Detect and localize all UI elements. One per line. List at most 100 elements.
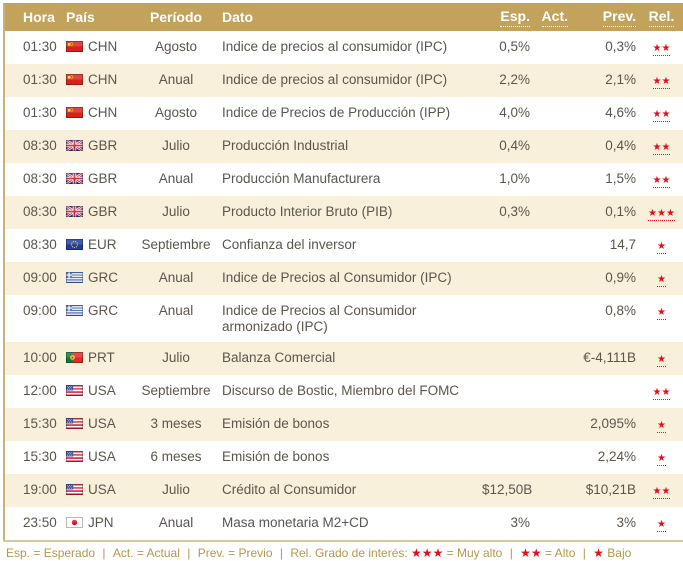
cell-event: Indice de Precios al Consumidor (IPC)	[218, 262, 478, 295]
importance-stars[interactable]: ★	[657, 354, 666, 367]
table-row: 08:30 EUR Septiembre Confianza del inversor…	[4, 229, 683, 262]
usa-flag	[66, 451, 83, 462]
cell-previous: 1,5%	[605, 171, 636, 186]
cell-time: 19:00	[4, 474, 62, 507]
cell-importance[interactable]: ★	[640, 262, 683, 295]
cell-expected	[478, 441, 534, 474]
cell-event: Emisión de bonos	[222, 449, 330, 464]
cell-importance[interactable]: ★	[640, 229, 683, 262]
cell-expected	[478, 408, 534, 441]
cell-event: Indice de Precios al Consumidor armoniza…	[222, 303, 417, 334]
importance-stars[interactable]: ★	[657, 420, 666, 433]
cell-importance[interactable]: ★	[640, 295, 683, 342]
cell-period: Julio	[134, 196, 218, 229]
importance-stars[interactable]: ★★	[652, 486, 671, 499]
cell-previous: 0,1%	[572, 196, 640, 229]
cell-period: Septiembre	[141, 237, 211, 252]
legend-separator: |	[506, 546, 517, 560]
cell-period: Anual	[158, 303, 194, 318]
cell-importance[interactable]: ★	[640, 342, 683, 375]
cell-period: Agosto	[154, 39, 198, 54]
cell-actual	[534, 375, 572, 408]
cell-actual	[534, 295, 572, 342]
cell-time: 01:30	[23, 39, 57, 54]
cell-country: GBR	[62, 130, 134, 163]
cell-importance[interactable]: ★★	[640, 64, 683, 97]
importance-stars[interactable]: ★	[657, 453, 666, 466]
col-header-rel[interactable]: Rel.	[640, 3, 683, 31]
cell-importance[interactable]: ★	[640, 507, 683, 541]
importance-stars[interactable]: ★★	[652, 109, 671, 122]
cell-period: Septiembre	[141, 383, 211, 398]
cell-period: 3 meses	[134, 408, 218, 441]
cell-country: GRC	[62, 295, 134, 342]
importance-stars[interactable]: ★	[657, 274, 666, 287]
cell-expected: 3%	[510, 515, 530, 530]
cell-previous: €-4,111B	[572, 342, 640, 375]
cell-time: 09:00	[4, 262, 62, 295]
importance-stars[interactable]: ★★	[652, 142, 671, 155]
cell-importance[interactable]: ★	[640, 441, 683, 474]
cell-importance[interactable]: ★★	[640, 130, 683, 163]
cell-previous: 2,24%	[597, 449, 636, 464]
cell-time: 08:30	[4, 196, 62, 229]
cell-importance[interactable]: ★★	[640, 97, 683, 130]
uk-flag	[65, 171, 84, 186]
cell-event: Crédito al Consumidor	[218, 474, 478, 507]
importance-stars[interactable]: ★★	[652, 43, 671, 56]
cell-previous	[572, 375, 640, 408]
col-header-dato: Dato	[218, 3, 478, 31]
cell-period: Julio	[134, 342, 218, 375]
importance-stars[interactable]: ★	[657, 519, 666, 532]
usa-flag	[66, 385, 83, 396]
cell-importance[interactable]: ★★	[640, 163, 683, 196]
cell-importance[interactable]: ★★	[640, 474, 683, 507]
cell-actual	[534, 474, 572, 507]
table-row: 19:00 USA Julio Crédito al Consumidor $12,50…	[4, 474, 683, 507]
legend-item: Act. = Actual	[112, 546, 180, 560]
cell-previous: 4,6%	[605, 105, 636, 120]
uk-flag	[65, 204, 84, 219]
cell-expected: $12,50B	[478, 474, 534, 507]
importance-stars[interactable]: ★★	[652, 387, 671, 400]
cell-event: Confianza del inversor	[222, 237, 357, 252]
legend-bar: Esp. = Esperado | Act. = Actual | Prev. …	[6, 546, 683, 560]
importance-stars[interactable]: ★	[657, 241, 666, 254]
cell-importance[interactable]: ★★★	[640, 196, 683, 229]
cell-previous: 14,7	[609, 237, 636, 252]
table-row: 08:30 GBR Anual Producción Manufacturera 1,0…	[4, 163, 683, 196]
cell-expected: 0,3%	[478, 196, 534, 229]
country-code: CHN	[88, 72, 118, 87]
legend-level-label: Bajo	[603, 546, 632, 560]
cell-actual	[534, 507, 572, 541]
cell-actual	[534, 229, 572, 262]
importance-stars[interactable]: ★★	[652, 175, 671, 188]
cell-previous: $10,21B	[572, 474, 640, 507]
cell-country: GBR	[62, 163, 134, 196]
cell-actual	[534, 64, 572, 97]
cell-previous: 0,9%	[572, 262, 640, 295]
cell-importance[interactable]: ★	[640, 408, 683, 441]
importance-stars[interactable]: ★★	[652, 76, 671, 89]
country-code: USA	[88, 416, 116, 431]
importance-stars[interactable]: ★★★	[648, 208, 675, 221]
legend-stars: ★★★	[411, 546, 444, 560]
cell-actual	[534, 97, 572, 130]
cell-country: USA	[62, 408, 134, 441]
cell-expected	[478, 229, 534, 262]
uk-flag	[65, 138, 84, 153]
cell-importance[interactable]: ★★	[640, 31, 683, 64]
col-header-esp[interactable]: Esp.	[478, 3, 534, 31]
importance-stars[interactable]: ★	[657, 307, 666, 320]
col-header-act[interactable]: Act.	[534, 3, 572, 31]
table-row: 10:00 PRT Julio Balanza Comercial €-4,111B ★	[4, 342, 683, 375]
cell-importance[interactable]: ★★	[640, 375, 683, 408]
cell-expected: 4,0%	[499, 105, 530, 120]
cell-actual	[534, 408, 572, 441]
legend-separator: |	[183, 546, 194, 560]
economic-calendar-table: Hora País Período Dato Esp. Act. Prev. R…	[3, 3, 683, 542]
col-header-prev[interactable]: Prev.	[572, 3, 640, 31]
cell-expected: 0,5%	[499, 39, 530, 54]
cell-period: Anual	[134, 64, 218, 97]
country-code: GRC	[88, 303, 118, 318]
